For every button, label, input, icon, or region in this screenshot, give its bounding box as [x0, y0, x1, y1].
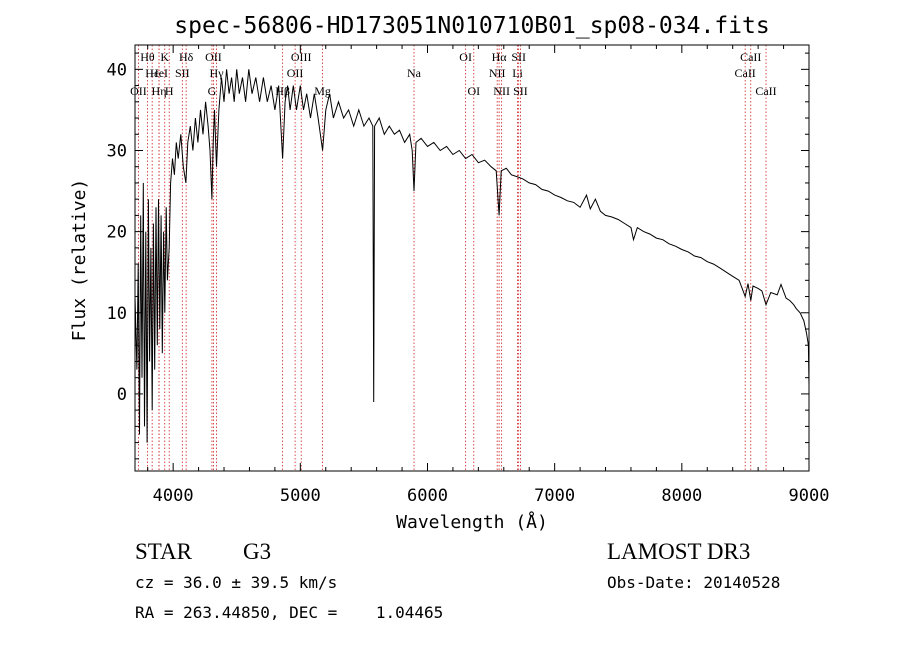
line-label-27: CaII: [755, 84, 776, 98]
y-axis-ticks: 0 10 20 30 40: [107, 52, 809, 460]
line-label-17: OI: [459, 50, 472, 64]
line-label-13: OII: [287, 66, 304, 80]
redshift-readout: cz = 36.0 ± 39.5 km/s: [135, 573, 338, 592]
line-label-15: Mg: [314, 84, 331, 98]
y-tick-label-1: 10: [107, 304, 127, 324]
line-label-7: H: [165, 84, 174, 98]
spectral-subclass: G3: [243, 539, 272, 564]
y-tick-label-2: 20: [107, 223, 127, 243]
x-tick-label-1: 5000: [280, 486, 321, 506]
line-label-21: NII: [489, 66, 506, 80]
line-label-8: Hδ: [179, 50, 194, 64]
y-tick-label-0: 0: [117, 385, 127, 405]
x-tick-label-2: 6000: [407, 486, 448, 506]
line-label-23: NII: [493, 84, 510, 98]
y-axis-label: Flux (relative): [69, 179, 90, 342]
line-label-9: OII: [205, 50, 222, 64]
line-label-19: Hα: [492, 50, 508, 64]
flux-series-group: [134, 69, 810, 443]
y-tick-label-4: 40: [107, 60, 127, 80]
line-label-16: Na: [407, 66, 422, 80]
line-label-12: OIII: [291, 50, 312, 64]
x-axis-ticks: 4000 5000 6000 7000 8000 9000: [147, 45, 830, 506]
x-tick-label-5: 9000: [789, 486, 830, 506]
line-label-0: Hθ: [140, 50, 155, 64]
line-label-25: CaII: [740, 50, 761, 64]
coordinates-readout: RA = 263.44850, DEC = 1.04465: [135, 603, 444, 622]
survey-name: LAMOST DR3: [607, 539, 751, 564]
line-label-24: SII: [513, 84, 528, 98]
object-class: STAR: [135, 539, 192, 564]
line-label-18: OI: [467, 84, 480, 98]
x-tick-label-4: 8000: [661, 486, 702, 506]
line-label-26: CaII: [734, 66, 755, 80]
x-tick-label-0: 4000: [153, 486, 194, 506]
line-label-3: Hη: [152, 84, 167, 98]
line-label-4: K: [160, 50, 169, 64]
x-axis-label: Wavelength (Å): [396, 511, 548, 533]
line-label-5: HeI: [150, 66, 168, 80]
line-label-20: SII: [511, 50, 526, 64]
observation-date: Obs-Date: 20140528: [607, 573, 781, 592]
chart-title: spec-56806-HD173051N010710B01_sp08-034.f…: [174, 13, 769, 39]
line-label-11: G: [208, 84, 217, 98]
spectral-line-markers: [138, 45, 767, 471]
flux-series-line-0: [134, 69, 810, 443]
line-label-22: Li: [512, 66, 523, 80]
plot-frame: [134, 44, 810, 472]
y-tick-label-3: 30: [107, 141, 127, 161]
x-tick-label-3: 7000: [534, 486, 575, 506]
line-label-1: Hε: [145, 66, 159, 80]
line-label-10: Hγ: [210, 66, 225, 80]
line-label-2: OII: [130, 84, 147, 98]
line-label-6: SII: [175, 66, 190, 80]
